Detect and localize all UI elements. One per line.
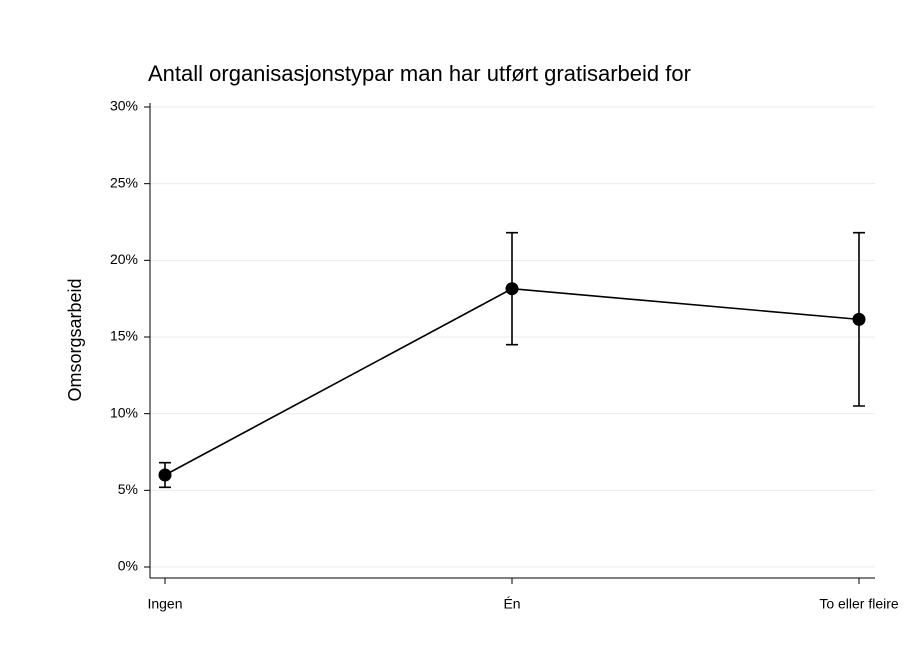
y-tick-label: 30% [110,98,138,114]
point [852,312,866,326]
point [505,282,519,296]
y-tick-label: 25% [110,174,138,190]
y-tick-label: 15% [110,328,138,344]
point [158,468,172,482]
x-tick-label: To eller fleire [819,596,899,612]
y-axis-label: Omsorgsarbeid [65,278,85,401]
x-tick-label: Én [503,596,520,612]
chart-title: Antall organisasjonstypar man har utført… [148,61,691,86]
x-tick-label: Ingen [147,596,182,612]
y-tick-label: 0% [118,558,138,574]
y-tick-label: 10% [110,404,138,420]
y-tick-label: 5% [118,481,138,497]
y-tick-label: 20% [110,251,138,267]
